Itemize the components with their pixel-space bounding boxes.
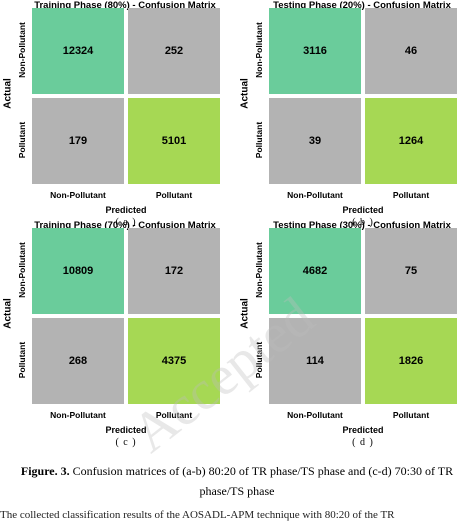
row-tick-label: Pollutant [17, 121, 27, 159]
y-axis-label: Actual [2, 298, 14, 329]
row-tick-label: Non-Pollutant [17, 22, 27, 78]
matrix-cell: 268 [32, 318, 124, 404]
confusion-matrix-panel: Training Phase (70%) - Confusion Matrix A… [0, 220, 237, 452]
figure-caption: Figure. 3. Confusion matrices of (a-b) 8… [0, 461, 474, 501]
subfigure-label: ( a ) [115, 217, 137, 228]
matrix-cell: 1826 [365, 318, 457, 404]
matrix-cell: 5101 [128, 98, 220, 184]
subfigure-label: ( b ) [352, 217, 374, 228]
row-tick-label: Pollutant [17, 341, 27, 379]
chart-title: Testing Phase (30%) - Confusion Matrix [273, 220, 451, 231]
column-tick-label: Pollutant [392, 410, 430, 420]
confusion-matrix-panel: Testing Phase (30%) - Confusion Matrix Ac… [237, 220, 474, 452]
figure-label: Figure. 3. [20, 464, 70, 478]
caption-text: Confusion matrices of (a-b) 80:20 of TR … [72, 464, 454, 498]
row-tick-label: Non-Pollutant [254, 242, 264, 298]
matrix-cell: 4682 [269, 228, 361, 314]
matrix-cell: 252 [128, 8, 220, 94]
y-axis-label: Actual [239, 78, 251, 109]
row-tick-label: Pollutant [254, 341, 264, 379]
confusion-matrix-panel: Training Phase (80%) - Confusion Matrix A… [0, 0, 237, 232]
matrix-cell: 114 [269, 318, 361, 404]
x-axis-label: Predicted [342, 425, 384, 435]
column-tick-label: Non-Pollutant [287, 190, 343, 200]
row-tick-label: Non-Pollutant [17, 242, 27, 298]
column-tick-label: Non-Pollutant [50, 410, 106, 420]
y-axis-label: Actual [239, 298, 251, 329]
column-tick-label: Pollutant [155, 190, 193, 200]
matrix-cell: 10809 [32, 228, 124, 314]
subfigure-label: ( c ) [115, 437, 137, 448]
column-tick-label: Non-Pollutant [50, 190, 106, 200]
y-axis-label: Actual [2, 78, 14, 109]
confusion-matrix-panel: Testing Phase (20%) - Confusion Matrix Ac… [237, 0, 474, 232]
matrix-cell: 1264 [365, 98, 457, 184]
matrix-cell: 179 [32, 98, 124, 184]
chart-title: Training Phase (70%) - Confusion Matrix [34, 220, 216, 231]
chart-title: Training Phase (80%) - Confusion Matrix [34, 0, 216, 11]
matrix-cell: 39 [269, 98, 361, 184]
matrix-cell: 12324 [32, 8, 124, 94]
matrix-cell: 4375 [128, 318, 220, 404]
x-axis-label: Predicted [342, 205, 384, 215]
matrix-cell: 172 [128, 228, 220, 314]
x-axis-label: Predicted [105, 425, 147, 435]
column-tick-label: Pollutant [155, 410, 193, 420]
subfigure-label: ( d ) [352, 437, 374, 448]
column-tick-label: Non-Pollutant [287, 410, 343, 420]
x-axis-label: Predicted [105, 205, 147, 215]
body-text-line: The collected classification results of … [0, 509, 395, 521]
matrix-cell: 75 [365, 228, 457, 314]
row-tick-label: Non-Pollutant [254, 22, 264, 78]
matrix-cell: 46 [365, 8, 457, 94]
matrix-cell: 3116 [269, 8, 361, 94]
column-tick-label: Pollutant [392, 190, 430, 200]
row-tick-label: Pollutant [254, 121, 264, 159]
chart-title: Testing Phase (20%) - Confusion Matrix [273, 0, 451, 11]
